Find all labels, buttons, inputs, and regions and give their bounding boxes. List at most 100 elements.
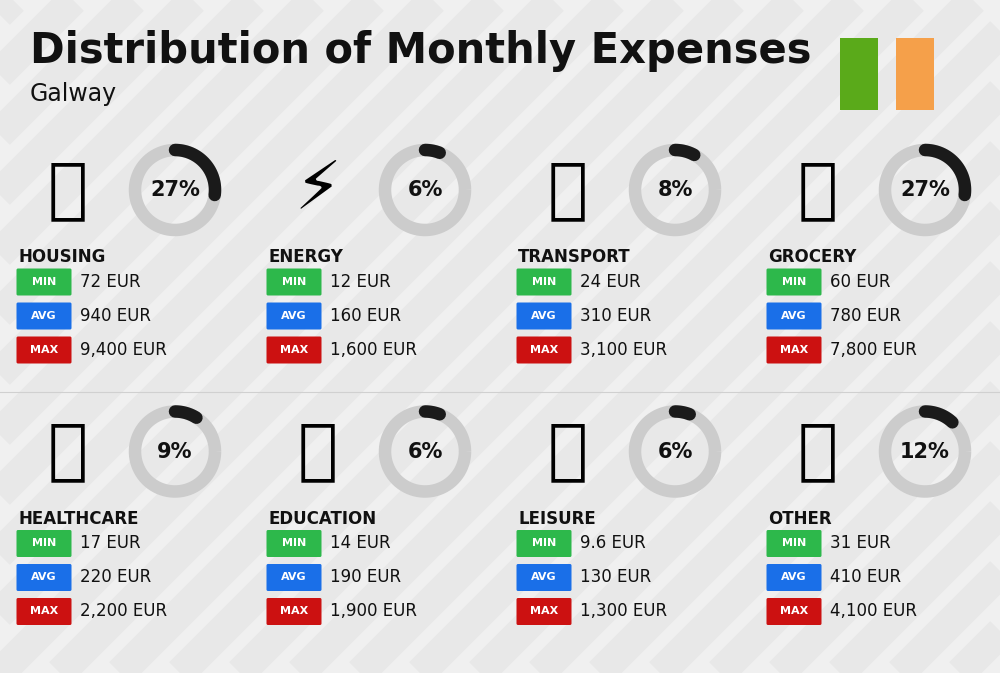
- Text: LEISURE: LEISURE: [518, 509, 596, 528]
- Text: MAX: MAX: [30, 345, 58, 355]
- Text: MAX: MAX: [530, 345, 558, 355]
- Text: Galway: Galway: [30, 82, 117, 106]
- FancyBboxPatch shape: [16, 302, 72, 330]
- Text: MIN: MIN: [782, 538, 806, 548]
- Text: MIN: MIN: [532, 277, 556, 287]
- FancyBboxPatch shape: [266, 269, 322, 295]
- Text: 27%: 27%: [900, 180, 950, 200]
- Text: 3,100 EUR: 3,100 EUR: [580, 341, 667, 359]
- Text: 14 EUR: 14 EUR: [330, 534, 391, 553]
- Text: GROCERY: GROCERY: [768, 248, 856, 266]
- Text: Distribution of Monthly Expenses: Distribution of Monthly Expenses: [30, 30, 812, 72]
- Text: MIN: MIN: [782, 277, 806, 287]
- Text: AVG: AVG: [531, 311, 557, 321]
- Text: 27%: 27%: [150, 180, 200, 200]
- FancyBboxPatch shape: [516, 302, 572, 330]
- FancyBboxPatch shape: [516, 530, 572, 557]
- Text: 410 EUR: 410 EUR: [830, 569, 901, 586]
- Text: 60 EUR: 60 EUR: [830, 273, 891, 291]
- Text: 🏢: 🏢: [48, 157, 88, 223]
- Text: 2,200 EUR: 2,200 EUR: [80, 602, 167, 621]
- Text: 190 EUR: 190 EUR: [330, 569, 401, 586]
- Text: AVG: AVG: [281, 573, 307, 583]
- FancyBboxPatch shape: [266, 530, 322, 557]
- Text: 1,900 EUR: 1,900 EUR: [330, 602, 417, 621]
- Text: MIN: MIN: [282, 277, 306, 287]
- Text: 9,400 EUR: 9,400 EUR: [80, 341, 167, 359]
- Text: 940 EUR: 940 EUR: [80, 307, 151, 325]
- Text: MAX: MAX: [530, 606, 558, 616]
- FancyBboxPatch shape: [896, 38, 934, 110]
- Text: 220 EUR: 220 EUR: [80, 569, 151, 586]
- FancyBboxPatch shape: [266, 302, 322, 330]
- Text: 12%: 12%: [900, 441, 950, 462]
- Text: 🎓: 🎓: [298, 419, 338, 485]
- Text: 310 EUR: 310 EUR: [580, 307, 651, 325]
- FancyBboxPatch shape: [16, 598, 72, 625]
- Text: 24 EUR: 24 EUR: [580, 273, 641, 291]
- Text: AVG: AVG: [781, 573, 807, 583]
- Text: 780 EUR: 780 EUR: [830, 307, 901, 325]
- Text: MAX: MAX: [780, 606, 808, 616]
- Text: 🏥: 🏥: [48, 419, 88, 485]
- FancyBboxPatch shape: [767, 564, 822, 591]
- Text: OTHER: OTHER: [768, 509, 832, 528]
- FancyBboxPatch shape: [266, 564, 322, 591]
- Text: AVG: AVG: [281, 311, 307, 321]
- Text: HEALTHCARE: HEALTHCARE: [18, 509, 138, 528]
- FancyBboxPatch shape: [266, 598, 322, 625]
- Text: AVG: AVG: [531, 573, 557, 583]
- FancyBboxPatch shape: [516, 564, 572, 591]
- FancyBboxPatch shape: [840, 38, 878, 110]
- Text: MIN: MIN: [532, 538, 556, 548]
- FancyBboxPatch shape: [767, 598, 822, 625]
- Text: 9.6 EUR: 9.6 EUR: [580, 534, 646, 553]
- Text: 💼: 💼: [798, 419, 838, 485]
- Text: HOUSING: HOUSING: [18, 248, 105, 266]
- FancyBboxPatch shape: [767, 302, 822, 330]
- FancyBboxPatch shape: [16, 564, 72, 591]
- FancyBboxPatch shape: [767, 269, 822, 295]
- Text: MAX: MAX: [780, 345, 808, 355]
- Text: AVG: AVG: [31, 311, 57, 321]
- Text: MIN: MIN: [32, 538, 56, 548]
- Text: 31 EUR: 31 EUR: [830, 534, 891, 553]
- Text: 7,800 EUR: 7,800 EUR: [830, 341, 917, 359]
- Text: 9%: 9%: [157, 441, 193, 462]
- Text: TRANSPORT: TRANSPORT: [518, 248, 631, 266]
- Text: MIN: MIN: [282, 538, 306, 548]
- Text: 160 EUR: 160 EUR: [330, 307, 401, 325]
- Text: 17 EUR: 17 EUR: [80, 534, 141, 553]
- Text: MAX: MAX: [280, 606, 308, 616]
- Text: 6%: 6%: [407, 180, 443, 200]
- Text: ⚡: ⚡: [295, 157, 341, 223]
- Text: 4,100 EUR: 4,100 EUR: [830, 602, 917, 621]
- Text: MAX: MAX: [30, 606, 58, 616]
- FancyBboxPatch shape: [516, 269, 572, 295]
- FancyBboxPatch shape: [516, 336, 572, 363]
- Text: AVG: AVG: [31, 573, 57, 583]
- FancyBboxPatch shape: [767, 530, 822, 557]
- FancyBboxPatch shape: [16, 336, 72, 363]
- Text: EDUCATION: EDUCATION: [268, 509, 376, 528]
- Text: 6%: 6%: [657, 441, 693, 462]
- Text: 12 EUR: 12 EUR: [330, 273, 391, 291]
- Text: 1,600 EUR: 1,600 EUR: [330, 341, 417, 359]
- FancyBboxPatch shape: [16, 269, 72, 295]
- Text: 🛒: 🛒: [798, 157, 838, 223]
- FancyBboxPatch shape: [516, 598, 572, 625]
- Text: MIN: MIN: [32, 277, 56, 287]
- FancyBboxPatch shape: [16, 530, 72, 557]
- Text: 🚌: 🚌: [548, 157, 588, 223]
- Text: 72 EUR: 72 EUR: [80, 273, 141, 291]
- Text: 🛍: 🛍: [548, 419, 588, 485]
- Text: AVG: AVG: [781, 311, 807, 321]
- Text: 130 EUR: 130 EUR: [580, 569, 651, 586]
- Text: MAX: MAX: [280, 345, 308, 355]
- FancyBboxPatch shape: [266, 336, 322, 363]
- Text: 6%: 6%: [407, 441, 443, 462]
- Text: 8%: 8%: [657, 180, 693, 200]
- Text: 1,300 EUR: 1,300 EUR: [580, 602, 667, 621]
- FancyBboxPatch shape: [767, 336, 822, 363]
- Text: ENERGY: ENERGY: [268, 248, 343, 266]
